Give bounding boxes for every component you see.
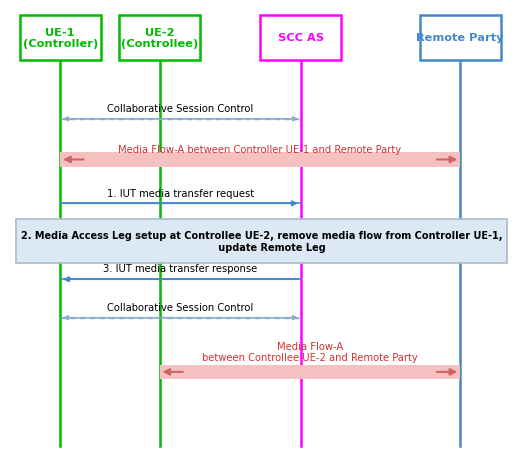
Bar: [160, 365, 460, 379]
Text: Media Flow-A
between Controllee UE-2 and Remote Party: Media Flow-A between Controllee UE-2 and…: [202, 341, 418, 363]
Text: SCC AS: SCC AS: [278, 33, 324, 43]
Text: Collaborative Session Control: Collaborative Session Control: [107, 104, 254, 114]
FancyBboxPatch shape: [119, 16, 200, 61]
Text: Remote Party: Remote Party: [416, 33, 504, 43]
Text: UE-1
(Controller): UE-1 (Controller): [22, 28, 98, 49]
FancyBboxPatch shape: [20, 16, 100, 61]
Text: 1. IUT media transfer request: 1. IUT media transfer request: [107, 189, 254, 198]
Text: 3. IUT media transfer response: 3. IUT media transfer response: [104, 264, 257, 274]
Text: Media Flow-A between Controller UE-1 and Remote Party: Media Flow-A between Controller UE-1 and…: [118, 144, 402, 154]
FancyBboxPatch shape: [260, 16, 341, 61]
Text: UE-2
(Controllee): UE-2 (Controllee): [121, 28, 198, 49]
Bar: [60, 153, 460, 167]
FancyBboxPatch shape: [16, 220, 507, 264]
FancyBboxPatch shape: [419, 16, 501, 61]
Text: 2. Media Access Leg setup at Controllee UE-2, remove media flow from Controller : 2. Media Access Leg setup at Controllee …: [21, 231, 502, 253]
Text: Collaborative Session Control: Collaborative Session Control: [107, 302, 254, 312]
